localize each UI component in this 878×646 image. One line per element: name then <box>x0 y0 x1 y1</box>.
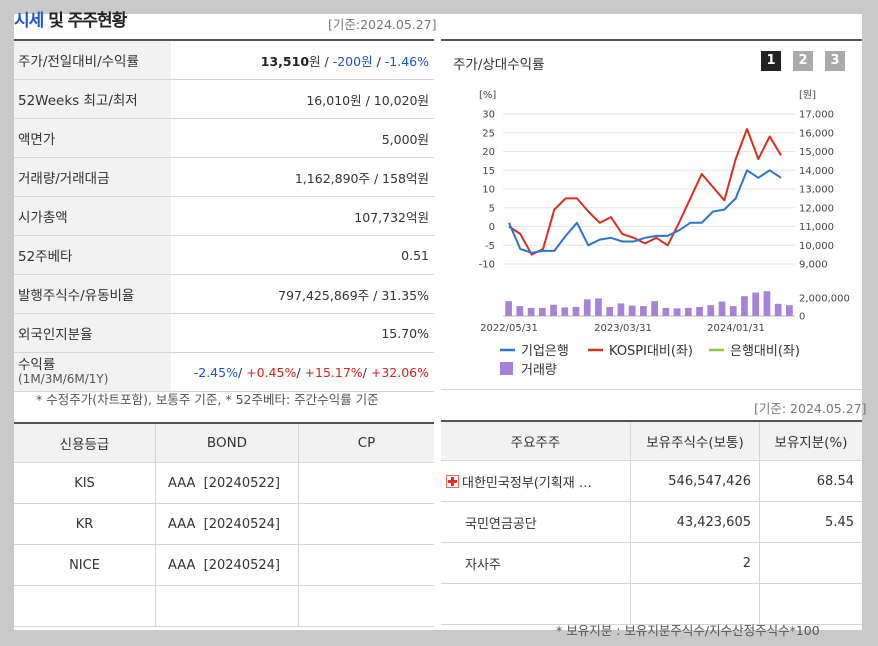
volume-bar <box>673 308 681 316</box>
chart-page-3-button[interactable]: 3 <box>825 51 845 71</box>
holders-footnote: * 보유지분 : 보유지분주식수/지수산정주식수*100 <box>556 623 820 638</box>
volume-bar <box>628 305 636 316</box>
right-tick-label: 16,000 <box>799 128 834 139</box>
legend-swatch <box>500 362 513 375</box>
volume-bar <box>583 299 591 316</box>
volume-bar <box>718 301 726 316</box>
reference-date: [기준:2024.05.27] <box>328 17 437 32</box>
table-row: KIS AAA [20240522] <box>14 462 434 504</box>
table-row: 대한민국정부(기획재 … 546,547,426 68.54 <box>441 460 862 502</box>
chart-panel: 주가/상대수익률 1 2 3 [%] [원] 30 17,000 25 16,000 20 1… <box>441 39 862 390</box>
right-tick-label: 13,000 <box>799 185 834 196</box>
left-tick-label: 20 <box>482 147 495 158</box>
table-row: 시가총액 107,732억원 <box>14 196 434 236</box>
volume-bar <box>774 303 782 316</box>
left-tick-label: 25 <box>482 128 495 139</box>
volume-tick-label: 0 <box>799 312 805 323</box>
volume-bar <box>550 304 557 316</box>
right-axis-unit: [원] <box>799 89 816 101</box>
volume-bar <box>763 291 771 316</box>
volume-bar <box>707 305 715 316</box>
table-row <box>441 583 862 625</box>
left-tick-label: 30 <box>482 110 495 121</box>
credit-rating-table: 신용등급 BOND CP KIS AAA [20240522] KR AAA [20… <box>14 422 434 627</box>
quote-table: 주가/전일대비/수익률 13,510원 / -200원 / -1.46% 52W… <box>14 39 434 392</box>
right-tick-label: 15,000 <box>799 147 834 158</box>
left-axis-unit: [%] <box>479 90 496 101</box>
right-tick-label: 11,000 <box>799 222 834 233</box>
table-row: 주가/전일대비/수익률 13,510원 / -200원 / -1.46% <box>14 39 434 80</box>
chart-title: 주가/상대수익률 <box>453 57 545 73</box>
section-title: 시세 및 주주현황 <box>14 11 127 31</box>
table-row: KR AAA [20240524] <box>14 503 434 545</box>
volume-bar <box>572 307 580 316</box>
volume-bar <box>786 305 793 316</box>
shareholder-name-link[interactable]: 대한민국정부(기획재 … <box>462 475 592 491</box>
volume-bar <box>538 307 546 316</box>
table-row: 외국인지분율 15.70% <box>14 313 434 353</box>
series-line <box>508 128 782 256</box>
legend-label: 거래량 <box>521 363 557 378</box>
x-tick-label: 2022/05/31 <box>480 323 538 334</box>
left-tick-label: -5 <box>485 241 495 252</box>
volume-bar <box>561 307 569 316</box>
table-row: 발행주식수/유동비율 797,425,869주 / 31.35% <box>14 274 434 314</box>
table-row: 자사주 2 <box>441 542 862 584</box>
table-row: 수익률 (1M/3M/6M/1Y) -2.45%/ +0.45%/ +15.17%… <box>14 352 434 392</box>
volume-bar <box>662 307 670 316</box>
table-row: 52주베타 0.51 <box>14 235 434 275</box>
volume-bar <box>752 292 760 316</box>
left-tick-label: 10 <box>482 185 495 196</box>
volume-bar <box>516 306 524 316</box>
table-row: 52Weeks 최고/최저 16,010원 / 10,020원 <box>14 79 434 119</box>
volume-bar <box>729 306 737 316</box>
left-tick-label: 15 <box>482 166 495 177</box>
volume-bar <box>595 298 602 316</box>
volume-bar <box>606 307 614 316</box>
volume-bar <box>640 306 647 316</box>
legend-label: 은행대비(좌) <box>730 343 800 359</box>
volume-bar <box>651 301 658 316</box>
major-shareholders-table: 주요주주 보유주식수(보통) 보유지분(%) 대한민국정부(기획재 … 546,5… <box>441 420 862 625</box>
table-header-row: 신용등급 BOND CP <box>14 422 434 463</box>
table-row: 국민연금공단 43,423,605 5.45 <box>441 501 862 543</box>
chart-page-2-button[interactable]: 2 <box>793 51 813 71</box>
volume-bar <box>527 307 535 316</box>
left-tick-label: 5 <box>489 203 495 214</box>
volume-bar <box>696 307 703 316</box>
table-row <box>14 585 434 627</box>
right-tick-label: 10,000 <box>799 241 834 252</box>
volume-bar <box>741 296 748 316</box>
legend-label: 기업은행 <box>521 343 569 359</box>
table-row: NICE AAA [20240524] <box>14 544 434 586</box>
left-tick-label: -10 <box>479 260 495 271</box>
expand-plus-icon[interactable] <box>446 474 459 488</box>
right-tick-label: 17,000 <box>799 110 834 121</box>
table-row: 액면가 5,000원 <box>14 118 434 158</box>
table-header-row: 주요주주 보유주식수(보통) 보유지분(%) <box>441 420 862 461</box>
left-tick-label: 0 <box>489 222 495 233</box>
x-tick-label: 2023/03/31 <box>594 323 652 334</box>
right-tick-label: 14,000 <box>799 166 834 177</box>
right-tick-label: 9,000 <box>799 260 828 271</box>
chart-page-1-button[interactable]: 1 <box>761 51 781 71</box>
quote-footnote: * 수정주가(차트포함), 보통주 기준, * 52주베타: 주간수익률 기준 <box>36 392 379 407</box>
table-row: 거래량/거래대금 1,162,890주 / 158억원 <box>14 157 434 197</box>
volume-bar <box>684 307 692 316</box>
holders-reference-date: [기준: 2024.05.27] <box>754 401 867 416</box>
volume-tick-label: 2,000,000 <box>799 294 850 305</box>
volume-bar <box>505 301 512 316</box>
right-tick-label: 12,000 <box>799 203 834 214</box>
price-return-chart: [%] [원] 30 17,000 25 16,000 20 15,000 15 14,000 10… <box>479 89 850 378</box>
legend-label: KOSPI대비(좌) <box>609 344 693 359</box>
volume-bar <box>617 303 625 316</box>
x-tick-label: 2024/01/31 <box>707 323 765 334</box>
series-line <box>508 169 782 254</box>
